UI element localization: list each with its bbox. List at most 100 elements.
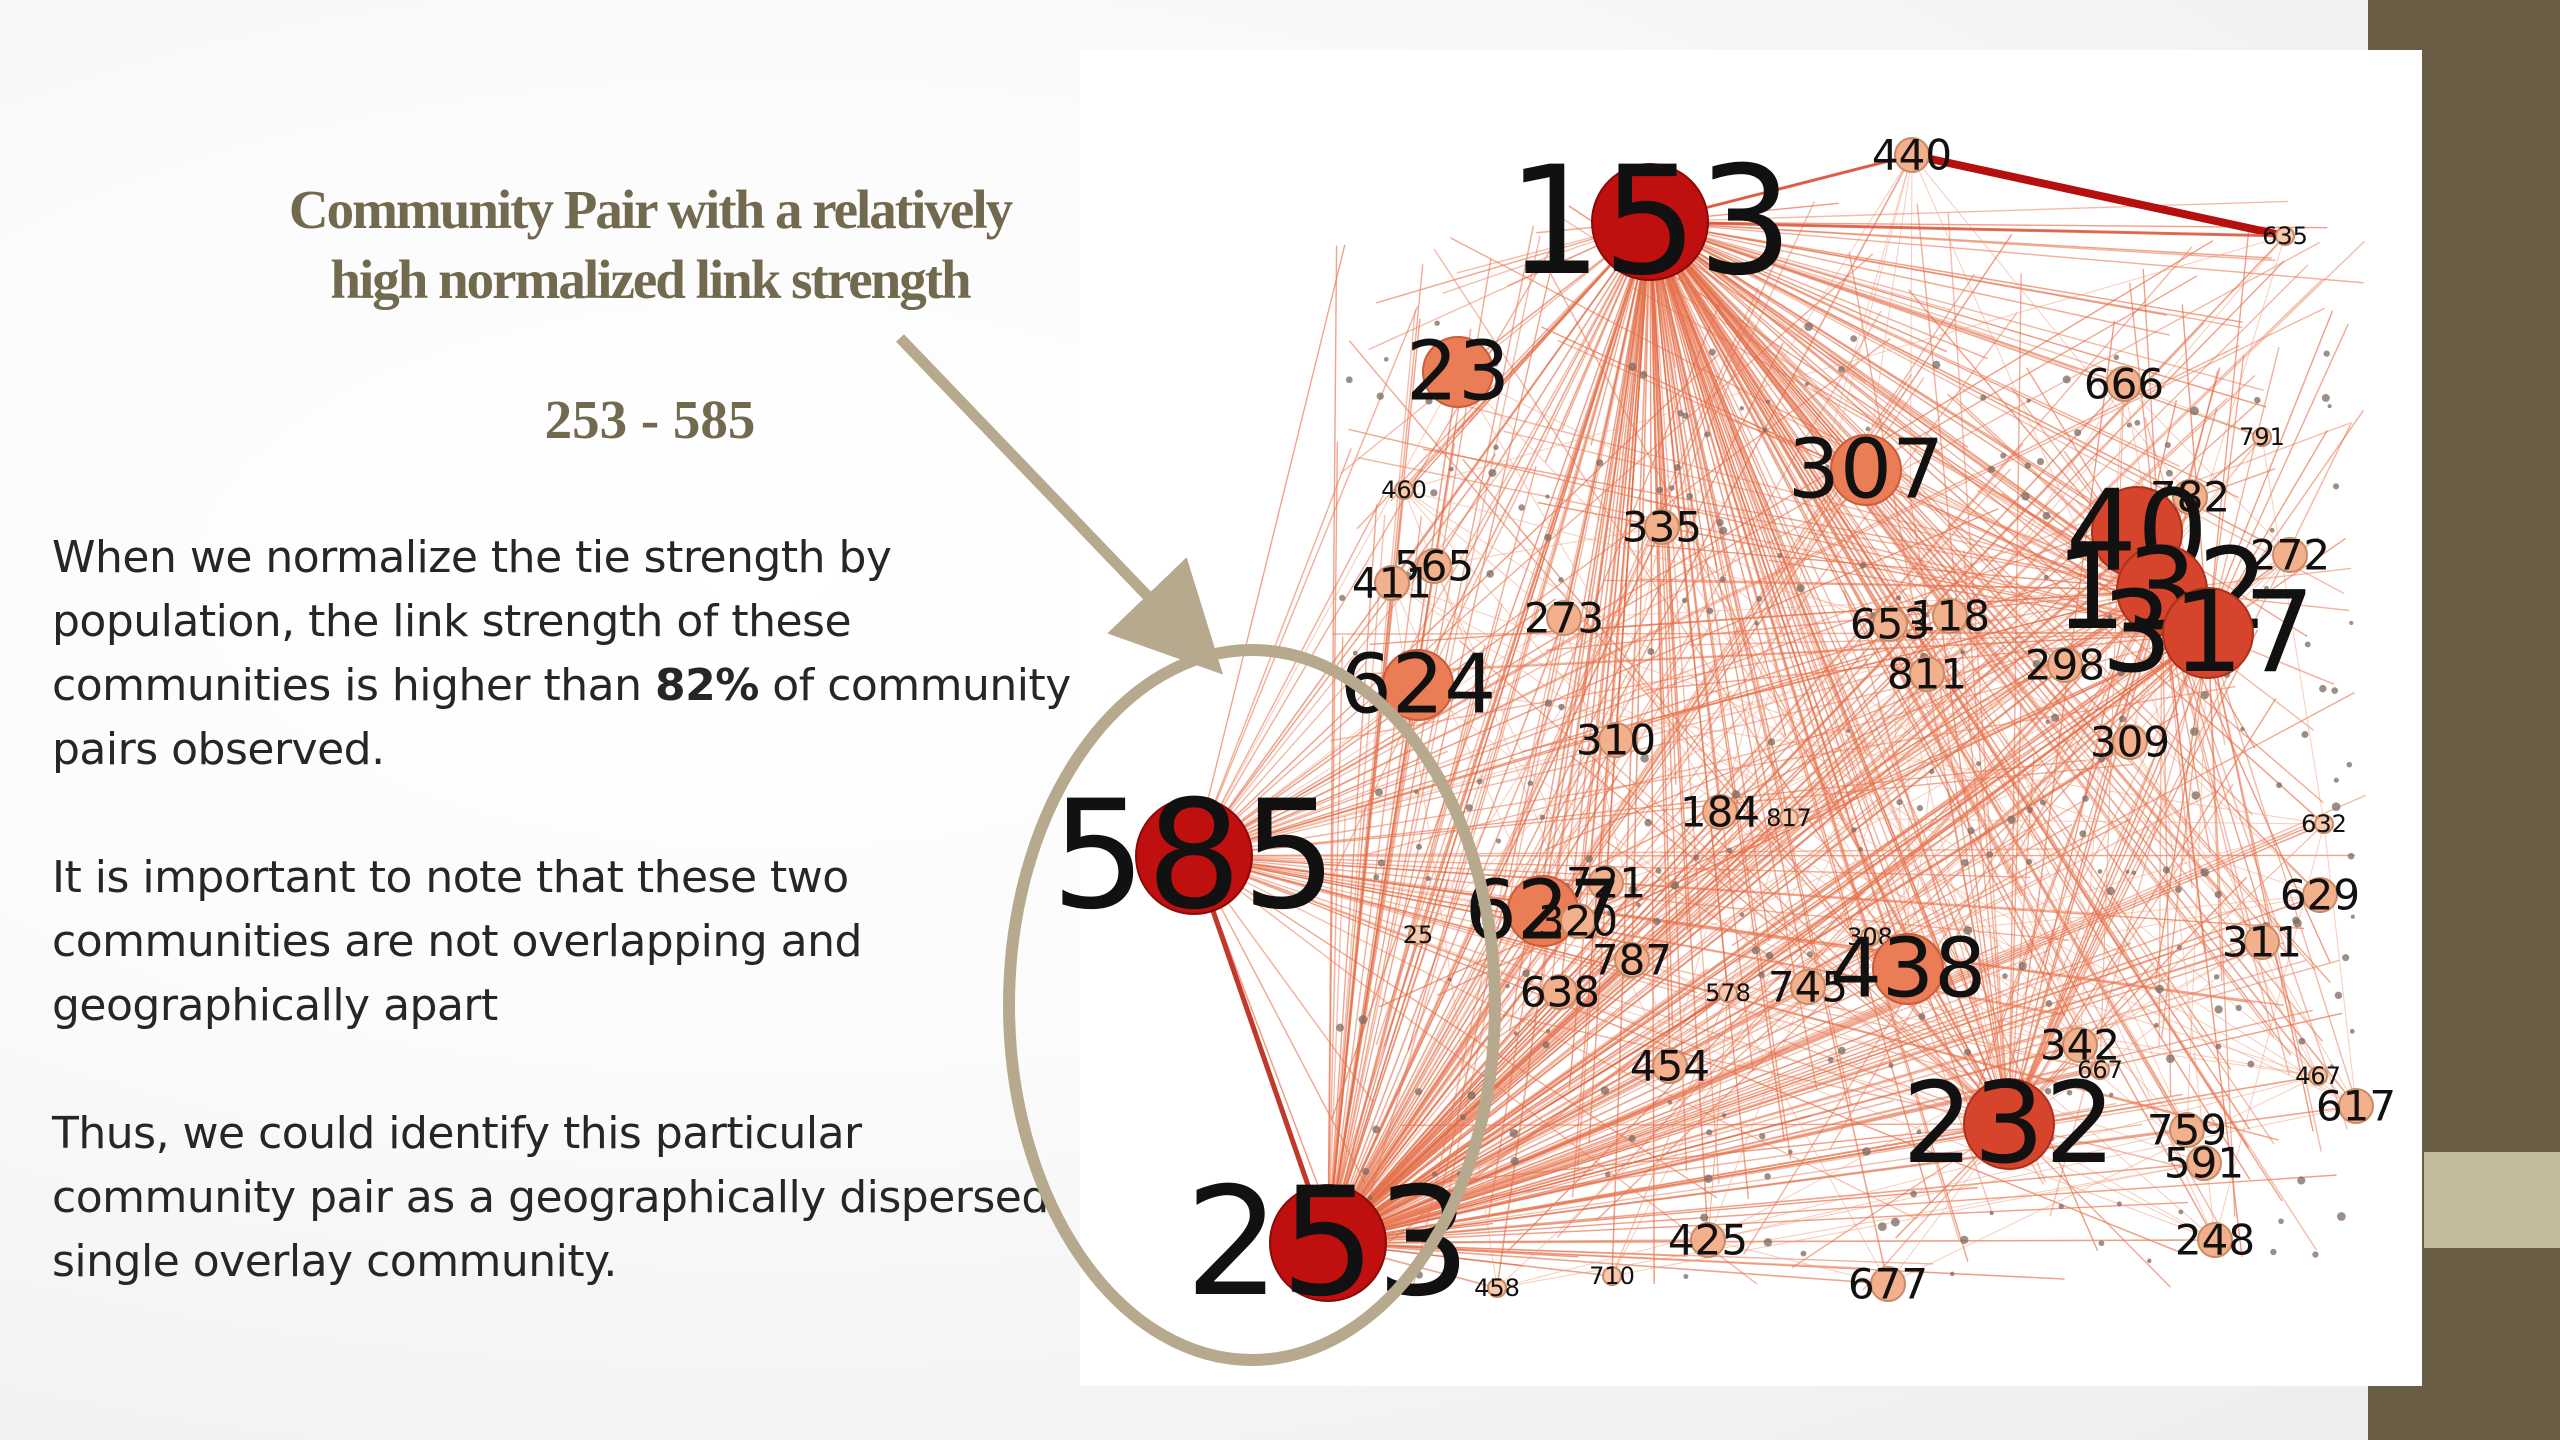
network-edge <box>1193 240 2214 857</box>
background-node-dot <box>1683 1273 1689 1279</box>
network-edge <box>1331 221 1651 1120</box>
network-edge <box>1403 221 1651 491</box>
background-node-dot <box>1960 1235 1969 1245</box>
node-circle <box>1408 925 1428 945</box>
node-circle <box>1422 336 1494 408</box>
network-node: 460 <box>1381 476 1427 504</box>
background-node-dot <box>1682 412 1689 419</box>
network-edge <box>1649 221 2191 498</box>
network-edge <box>1450 237 2209 634</box>
network-node: 23 <box>1406 325 1510 420</box>
background-node-dot <box>2042 511 2051 520</box>
network-edge <box>1649 221 2319 1077</box>
node-circle <box>1588 865 1624 901</box>
background-node-dot <box>2159 646 2165 653</box>
network-edge <box>1327 1075 2319 1244</box>
network-edge <box>1327 582 1393 1244</box>
background-node-dot <box>1544 533 1552 541</box>
node-circle <box>1870 1266 1906 1302</box>
node-label: 25 <box>1403 921 1434 949</box>
background-node-dot <box>1374 788 1384 797</box>
background-node-dot <box>1751 946 1760 955</box>
network-edge <box>2129 741 2263 943</box>
background-node-dot <box>1367 1195 1373 1201</box>
network-edge <box>1646 544 2163 591</box>
background-node-dot <box>1667 1100 1673 1105</box>
network-node: 311 <box>2222 918 2302 967</box>
node-circle <box>1872 933 1944 1005</box>
node-circle <box>1652 1048 1688 1084</box>
network-edge <box>1193 855 1918 1220</box>
background-node-dot <box>2162 866 2170 874</box>
network-edge <box>1661 526 2101 1071</box>
percentile-highlight: 82% <box>654 660 759 711</box>
background-node-dot <box>1986 851 1994 858</box>
network-edge <box>1327 554 2291 1244</box>
node-label: 787 <box>1592 936 1672 985</box>
network-edge <box>2123 383 2291 556</box>
background-node-dot <box>1838 365 1846 373</box>
side-decor-accent <box>2424 1152 2560 1248</box>
node-label: 342 <box>2040 1021 2120 1070</box>
network-edge <box>1327 993 1974 1244</box>
network-node: 308 <box>1847 923 1893 951</box>
network-node: 632 <box>2301 810 2347 838</box>
network-edge <box>1193 253 1874 857</box>
background-node-dot <box>2321 393 2330 402</box>
network-edge <box>1631 632 2209 961</box>
network-edge <box>1327 377 1925 1244</box>
network-edge <box>2207 355 2245 634</box>
background-node-dot <box>2106 886 2115 896</box>
node-circle <box>1909 656 1945 692</box>
network-edge <box>1727 992 2101 1071</box>
node-circle <box>1374 565 1410 601</box>
node-label: 309 <box>2090 718 2170 767</box>
network-edge <box>1496 221 1651 1289</box>
node-label: 638 <box>1520 968 1600 1017</box>
network-edge <box>1193 855 1698 994</box>
background-node-dot <box>1373 874 1380 881</box>
paragraph-geography: It is important to note that these two c… <box>52 852 862 1031</box>
background-node-dot <box>1754 620 1759 626</box>
node-label: 791 <box>2239 423 2285 451</box>
network-edge <box>1649 221 1891 625</box>
network-edge <box>1605 589 2163 884</box>
background-node-dot <box>1339 594 1346 602</box>
network-edge <box>1487 221 1651 1219</box>
network-node: 25 <box>1403 921 1434 949</box>
background-node-dot <box>1726 847 1733 854</box>
network-edge <box>1578 589 2163 875</box>
node-circle <box>1542 974 1578 1010</box>
background-node-dot <box>2018 961 2027 971</box>
background-node-dot <box>1447 977 1452 982</box>
network-node: 184 <box>1680 788 1760 837</box>
node-circle <box>2172 479 2208 515</box>
network-edge <box>1649 221 2239 499</box>
network-edge <box>1649 221 2101 1071</box>
background-node-dot <box>1510 1156 1519 1166</box>
network-edge <box>2261 941 2357 1107</box>
background-node-dot <box>1639 370 1648 379</box>
network-node: 635 <box>2262 222 2308 250</box>
background-node-dot <box>1653 917 1661 926</box>
network-edge <box>1443 399 2163 591</box>
node-circle <box>2272 537 2308 573</box>
network-edge <box>1327 894 2321 1244</box>
background-node-dot <box>1796 584 1805 593</box>
network-node: 467 <box>2295 1062 2341 1090</box>
network-edge <box>1829 589 2163 1151</box>
network-edge <box>1327 1242 2065 1280</box>
network-edge <box>1707 1129 2188 1241</box>
background-node-dot <box>2278 1218 2284 1225</box>
node-circle <box>2338 1088 2374 1124</box>
p1-text-end: of community pairs observed. <box>52 660 1071 775</box>
background-node-dot <box>1336 1023 1345 1032</box>
network-node: 617 <box>2316 1082 2396 1131</box>
node-circle <box>1598 722 1634 758</box>
background-node-dot <box>1600 1086 1610 1095</box>
background-node-dot <box>1888 1062 1894 1068</box>
network-edge <box>1331 221 1651 879</box>
network-node: 591 <box>2164 1139 2244 1188</box>
network-edge <box>1649 221 2325 825</box>
background-node-dot <box>1967 827 1975 835</box>
